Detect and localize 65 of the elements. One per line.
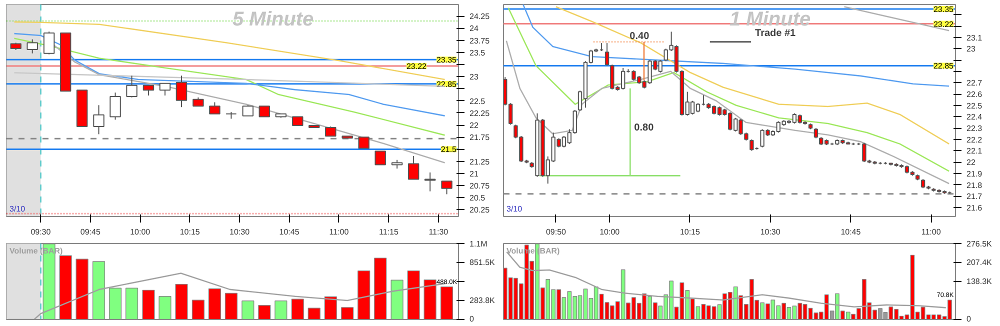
y-tick-label: 23.5 [470, 48, 486, 58]
x-tick-label: 10:15 [180, 228, 200, 236]
x-tick-label: 10:00 [600, 228, 620, 236]
y-tick-label: 22.5 [470, 96, 486, 106]
y-tick-label: 21.25 [470, 157, 490, 166]
y-tick-label: 20.5 [470, 194, 486, 203]
annotation: Trade #1 [755, 28, 796, 39]
x-tick-label: 09:45 [80, 228, 101, 236]
x-tick-label: 10:45 [279, 228, 300, 236]
y-tick-label: 22.5 [966, 101, 983, 110]
y-tick-label: 0 [966, 314, 972, 324]
ref-line-label: 21.5 [440, 145, 458, 154]
ref-line-label: 23.22 [933, 20, 954, 29]
y-tick-label: 1.1M [470, 240, 488, 248]
y-tick-label: 24.25 [470, 12, 490, 22]
x-tick-label: 09:30 [30, 228, 52, 236]
y-tick-label: 22.6 [966, 90, 983, 100]
y-tick-label: 22.4 [966, 112, 983, 122]
x-tick-label: 11:00 [329, 228, 350, 236]
x-tick-label: 10:30 [230, 228, 250, 236]
annotation: 3/10 [506, 204, 523, 214]
y-tick-label: 207.4K [966, 258, 993, 267]
y-tick-label: 21.7 [966, 192, 983, 202]
y-tick-label: 0 [470, 314, 474, 324]
y-tick-label: 20.25 [470, 206, 490, 215]
y-tick-label: 21.6 [966, 203, 983, 212]
y-tick-label: 21.9 [966, 169, 983, 178]
y-tick-label: 283.8K [470, 296, 496, 305]
annotation: 0.80 [634, 122, 654, 134]
y-tick-label: 23 [966, 44, 976, 54]
y-tick-label: 22.25 [470, 108, 490, 118]
x-tick-label: 11:30 [428, 228, 449, 236]
ref-line-label: 23.22 [406, 62, 428, 71]
y-tick-label: 22 [470, 121, 479, 130]
annotation: 0.40 [630, 30, 650, 42]
x-tick-label: 11:00 [921, 228, 942, 236]
y-tick-label: 22.1 [966, 146, 983, 156]
y-tick-label: 22 [966, 158, 976, 168]
ref-line-label: 23.35 [933, 5, 954, 14]
x-tick-label: 10:45 [840, 228, 862, 236]
y-tick-label: 21.75 [470, 133, 490, 142]
y-tick-label: 23.75 [470, 36, 490, 46]
y-tick-label: 276.5K [966, 240, 993, 248]
x-tick-label: 10:00 [130, 228, 151, 236]
chart-title: 5 Minute [232, 8, 314, 30]
y-tick-label: 22.3 [966, 124, 983, 134]
x-tick-label: 11:15 [378, 228, 399, 236]
x-tick-label: 10:15 [680, 228, 701, 236]
annotation: 3/10 [10, 204, 26, 214]
y-tick-label: 21.8 [966, 180, 983, 190]
ref-line-label: 23.35 [436, 56, 458, 65]
y-tick-label: 22.7 [966, 78, 983, 88]
y-tick-label: 20.75 [470, 182, 490, 191]
chart-title: Volume (BAR) [10, 246, 64, 256]
y-tick-label: 24 [470, 24, 479, 34]
ref-line-label: 22.85 [436, 80, 458, 89]
x-tick-label: 09:50 [546, 228, 567, 236]
y-tick-label: 22.2 [966, 135, 983, 144]
x-tick-label: 10:30 [760, 228, 781, 236]
ref-line-label: 22.85 [933, 62, 954, 71]
y-tick-label: 23.1 [966, 33, 983, 42]
y-tick-label: 138.3K [966, 276, 993, 286]
y-tick-label: 851.5K [470, 258, 496, 267]
y-tick-label: 23 [470, 72, 479, 82]
y-tick-label: 21 [470, 169, 479, 178]
